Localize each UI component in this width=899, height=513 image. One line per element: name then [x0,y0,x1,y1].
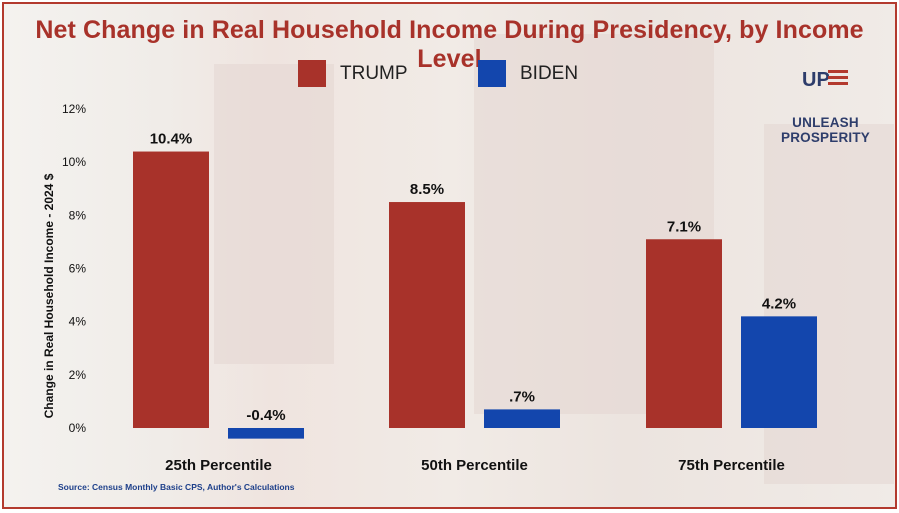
logo-mark-text: UP [802,69,830,91]
logo: UP UNLEASH PROSPERITY [756,66,895,145]
x-category-label: 75th Percentile [678,457,785,474]
legend-item-trump: TRUMP [298,60,408,87]
legend-swatch-trump [298,60,326,87]
y-tick-label: 4% [69,315,87,329]
data-label-trump-3: 7.1% [667,218,701,235]
bar-biden-1 [228,428,304,439]
logo-text: UNLEASH PROSPERITY [780,115,871,145]
bar-biden-2 [484,409,560,428]
y-tick-label: 8% [69,208,87,222]
bar-trump-1 [133,151,209,429]
logo-mark: UP [756,66,895,97]
legend-swatch-biden [478,60,506,87]
y-axis-ticks: 0% 2% 4% 6% 8% 10% 12% [62,102,86,435]
bar-trump-3 [646,239,722,428]
bar-biden-3 [741,316,817,428]
chart-title: Net Change in Real Household Income Duri… [35,16,864,73]
x-category-label: 50th Percentile [421,457,528,474]
source-note: Source: Census Monthly Basic CPS, Author… [58,482,295,492]
y-tick-label: 12% [62,102,86,116]
data-label-biden-2: .7% [509,388,535,405]
legend-label-biden: BIDEN [520,62,579,84]
y-tick-label: 6% [69,262,87,276]
flag-icon: UP [802,69,848,91]
data-label-biden-1: -0.4% [246,407,285,424]
data-label-trump-1: 10.4% [150,131,193,148]
bar-trump-2 [389,202,465,428]
data-label-trump-2: 8.5% [410,181,444,198]
x-category-label: 25th Percentile [165,457,272,474]
y-tick-label: 2% [69,368,87,382]
x-axis-categories: 25th Percentile 50th Percentile 75th Perce… [165,457,785,474]
bar-chart: 0% 2% 4% 6% 8% 10% 12% Change in Real Househol… [42,102,817,474]
data-label-biden-3: 4.2% [762,295,796,312]
legend-item-biden: BIDEN [478,60,578,87]
y-axis-title: Change in Real Household Income - 2024 $ [42,173,56,418]
bars: 10.4% -0.4% 8.5% .7% 7.1% 4.2% [133,131,817,439]
y-tick-label: 0% [69,421,87,435]
legend-label-trump: TRUMP [340,62,408,84]
background-building [214,64,334,364]
y-tick-label: 10% [62,155,86,169]
